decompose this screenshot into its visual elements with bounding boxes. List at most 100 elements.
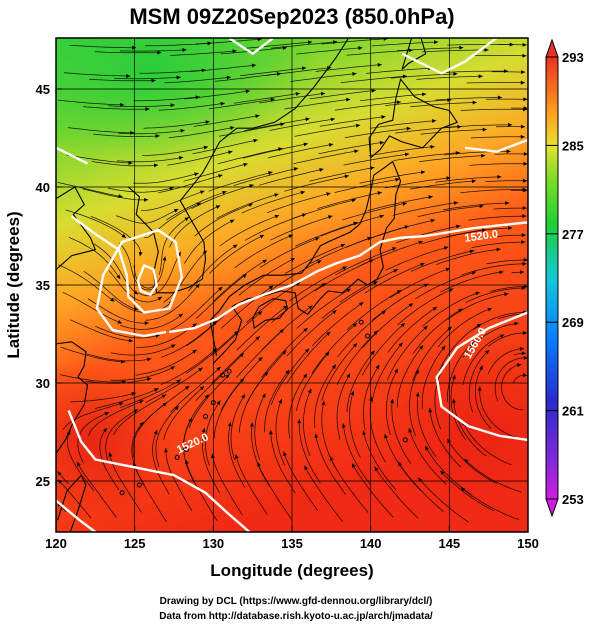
streamline [220, 285, 274, 329]
streamline [374, 466, 419, 519]
streamline [60, 346, 126, 363]
streamline-arrow [346, 97, 351, 102]
streamline-arrow [184, 459, 189, 465]
streamline [211, 453, 243, 516]
streamline [163, 250, 208, 303]
streamline [145, 367, 203, 403]
streamline-arrow [320, 91, 326, 96]
streamline-arrow [176, 379, 181, 384]
streamline [286, 309, 337, 357]
streamline-arrow [215, 205, 221, 209]
island [220, 372, 226, 378]
streamline [397, 288, 454, 326]
streamline-arrow [521, 351, 526, 356]
streamline [435, 97, 502, 101]
streamline-arrow [393, 269, 398, 273]
streamline-arrow [270, 97, 275, 102]
streamline-arrow [408, 48, 413, 53]
streamline [435, 248, 501, 266]
streamline [213, 259, 268, 302]
streamline-arrow [443, 246, 449, 250]
streamline [270, 348, 310, 406]
streamline [188, 244, 238, 292]
streamline-arrow [120, 102, 125, 107]
streamline [309, 167, 375, 182]
island [174, 455, 180, 461]
streamline [321, 342, 358, 401]
streamline-arrow [325, 351, 330, 357]
streamline-arrow [420, 170, 426, 175]
streamline-arrow [121, 233, 126, 238]
streamline-arrow [460, 487, 466, 492]
streamline [115, 208, 179, 224]
streamline [133, 96, 200, 102]
streamline-arrow [381, 115, 386, 119]
streamline [217, 147, 283, 165]
streamline-arrow [218, 286, 223, 291]
streamline [371, 342, 403, 403]
streamline [391, 398, 412, 464]
streamline-arrow [441, 345, 446, 351]
streamline [349, 390, 361, 458]
streamline [155, 405, 179, 468]
streamline-arrow [174, 405, 179, 411]
streamline [447, 340, 475, 402]
streamline-arrow [344, 174, 349, 179]
island [136, 482, 142, 488]
streamline [240, 67, 307, 77]
streamline-arrow [464, 458, 469, 464]
streamline-arrow [212, 320, 218, 326]
streamline [266, 192, 331, 214]
streamline-arrow [423, 325, 428, 330]
streamline [397, 461, 444, 512]
streamline [244, 118, 310, 131]
streamline [241, 191, 306, 214]
streamline [265, 67, 332, 76]
colorbar-tick-label: 293 [562, 50, 584, 65]
streamline [351, 463, 394, 518]
streamline-arrow [184, 217, 189, 222]
streamline [236, 305, 288, 351]
streamline [417, 205, 484, 217]
streamline-arrow [520, 80, 525, 85]
streamline [108, 270, 163, 303]
colorbar-tick-label: 269 [562, 315, 584, 330]
coastline [219, 38, 350, 143]
streamline [235, 454, 268, 515]
streamline [158, 216, 190, 275]
streamline [342, 423, 372, 486]
colorbar-tick-label: 285 [562, 138, 584, 153]
streamline-arrow [201, 428, 206, 433]
streamline [67, 430, 95, 492]
streamline-arrow [523, 97, 528, 102]
y-tick-label: 45 [36, 82, 50, 97]
y-axis: 25 30 35 40 45 [36, 82, 62, 489]
streamline-arrow [379, 214, 384, 219]
streamline [440, 271, 504, 293]
streamline-arrow [371, 88, 376, 93]
y-tick-label: 40 [36, 180, 50, 195]
streamline [292, 199, 356, 220]
streamline [320, 215, 385, 237]
coastline [56, 186, 97, 271]
streamline [234, 93, 301, 104]
streamline [94, 51, 162, 54]
streamline-arrow [384, 434, 388, 439]
streamline-arrow [171, 344, 176, 349]
streamline [283, 451, 319, 511]
streamline [417, 477, 469, 523]
streamline [170, 286, 223, 331]
streamline [479, 386, 517, 438]
streamline [89, 78, 156, 82]
streamline-arrow [255, 114, 260, 119]
streamline-arrow [314, 433, 319, 439]
streamline [490, 286, 528, 292]
streamline [82, 188, 149, 201]
streamline-arrow [523, 152, 528, 156]
streamline-arrow [331, 364, 336, 369]
streamline [167, 151, 233, 166]
streamline [311, 301, 364, 347]
streamline-arrow [373, 330, 378, 335]
streamline [77, 411, 110, 464]
streamline-arrow [198, 367, 203, 372]
